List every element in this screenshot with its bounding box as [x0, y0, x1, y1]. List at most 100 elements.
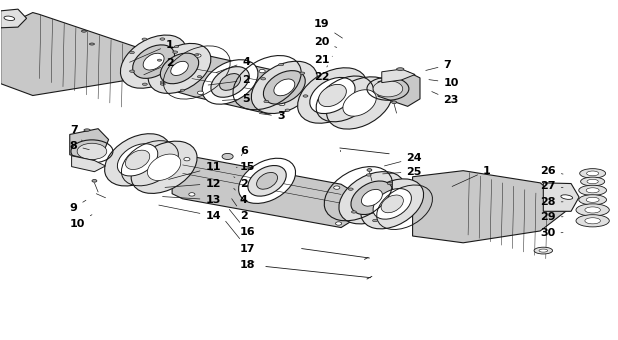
Ellipse shape	[576, 204, 609, 216]
Ellipse shape	[248, 166, 286, 196]
Ellipse shape	[349, 188, 353, 190]
Text: 5: 5	[222, 94, 250, 104]
Text: 1: 1	[130, 40, 174, 62]
Polygon shape	[378, 72, 420, 106]
Ellipse shape	[352, 211, 357, 213]
Ellipse shape	[300, 72, 305, 74]
Text: 1: 1	[452, 166, 491, 186]
Ellipse shape	[142, 38, 147, 40]
Ellipse shape	[142, 83, 147, 85]
Ellipse shape	[148, 154, 181, 181]
Ellipse shape	[362, 189, 383, 206]
Text: 26: 26	[540, 166, 563, 176]
Ellipse shape	[585, 218, 601, 224]
Ellipse shape	[222, 153, 233, 159]
Ellipse shape	[361, 179, 423, 229]
Ellipse shape	[539, 249, 548, 252]
Text: 30: 30	[540, 228, 563, 238]
Ellipse shape	[336, 222, 342, 225]
Ellipse shape	[194, 54, 198, 56]
Ellipse shape	[373, 219, 378, 222]
Ellipse shape	[129, 51, 134, 54]
Polygon shape	[1, 9, 27, 28]
Ellipse shape	[279, 63, 284, 66]
Ellipse shape	[343, 90, 376, 116]
Ellipse shape	[534, 247, 552, 254]
Ellipse shape	[160, 53, 198, 84]
Ellipse shape	[264, 100, 269, 103]
Ellipse shape	[334, 186, 340, 189]
Ellipse shape	[256, 172, 277, 189]
Polygon shape	[70, 129, 109, 160]
Text: 3: 3	[260, 112, 284, 121]
Text: 27: 27	[540, 181, 563, 191]
Ellipse shape	[195, 54, 201, 57]
Ellipse shape	[90, 43, 95, 45]
Text: 20: 20	[314, 37, 337, 47]
Polygon shape	[72, 156, 106, 172]
Ellipse shape	[158, 59, 162, 61]
Ellipse shape	[367, 169, 372, 171]
Text: 12: 12	[165, 178, 221, 189]
Ellipse shape	[580, 169, 606, 178]
Ellipse shape	[576, 215, 609, 227]
Ellipse shape	[84, 129, 90, 131]
Ellipse shape	[180, 89, 185, 91]
Text: 6: 6	[240, 146, 248, 156]
Ellipse shape	[160, 81, 164, 83]
Text: 29: 29	[540, 212, 563, 222]
Text: 15: 15	[236, 162, 255, 172]
Ellipse shape	[318, 84, 346, 107]
Ellipse shape	[586, 197, 599, 202]
Ellipse shape	[586, 188, 599, 193]
Ellipse shape	[211, 67, 249, 97]
Text: 2: 2	[234, 177, 248, 189]
Polygon shape	[543, 183, 579, 211]
Ellipse shape	[188, 193, 195, 196]
Ellipse shape	[387, 182, 392, 185]
Polygon shape	[172, 155, 351, 227]
Ellipse shape	[310, 78, 355, 114]
Ellipse shape	[148, 44, 211, 94]
Polygon shape	[1, 13, 148, 96]
Ellipse shape	[263, 71, 305, 104]
Polygon shape	[172, 52, 287, 114]
Text: 13: 13	[163, 195, 221, 205]
Text: 18: 18	[240, 260, 255, 270]
Ellipse shape	[391, 205, 396, 208]
Ellipse shape	[92, 180, 97, 182]
Text: 7: 7	[426, 60, 451, 70]
Ellipse shape	[160, 38, 165, 40]
Ellipse shape	[173, 70, 178, 72]
Text: 14: 14	[159, 205, 221, 221]
Ellipse shape	[202, 60, 258, 104]
Text: 4: 4	[234, 188, 248, 205]
Polygon shape	[382, 69, 415, 83]
Ellipse shape	[82, 30, 87, 32]
Ellipse shape	[197, 75, 201, 78]
Ellipse shape	[397, 68, 404, 70]
Ellipse shape	[143, 53, 164, 70]
Ellipse shape	[279, 102, 285, 106]
Ellipse shape	[160, 83, 165, 85]
Text: 8: 8	[70, 141, 89, 151]
Ellipse shape	[326, 77, 392, 129]
Text: 17: 17	[226, 221, 255, 254]
Text: 23: 23	[432, 91, 459, 105]
Ellipse shape	[121, 35, 187, 88]
Ellipse shape	[184, 157, 190, 161]
Ellipse shape	[298, 68, 367, 123]
Text: 28: 28	[540, 197, 563, 207]
Ellipse shape	[373, 81, 403, 97]
Ellipse shape	[77, 143, 107, 159]
Text: 25: 25	[383, 167, 422, 177]
Ellipse shape	[4, 16, 15, 20]
Text: 4: 4	[216, 57, 250, 72]
Ellipse shape	[586, 171, 599, 176]
Ellipse shape	[259, 69, 265, 73]
Text: 22: 22	[314, 66, 329, 82]
Ellipse shape	[373, 189, 412, 219]
Ellipse shape	[381, 195, 404, 213]
Ellipse shape	[261, 78, 266, 80]
Text: 2: 2	[232, 199, 248, 221]
